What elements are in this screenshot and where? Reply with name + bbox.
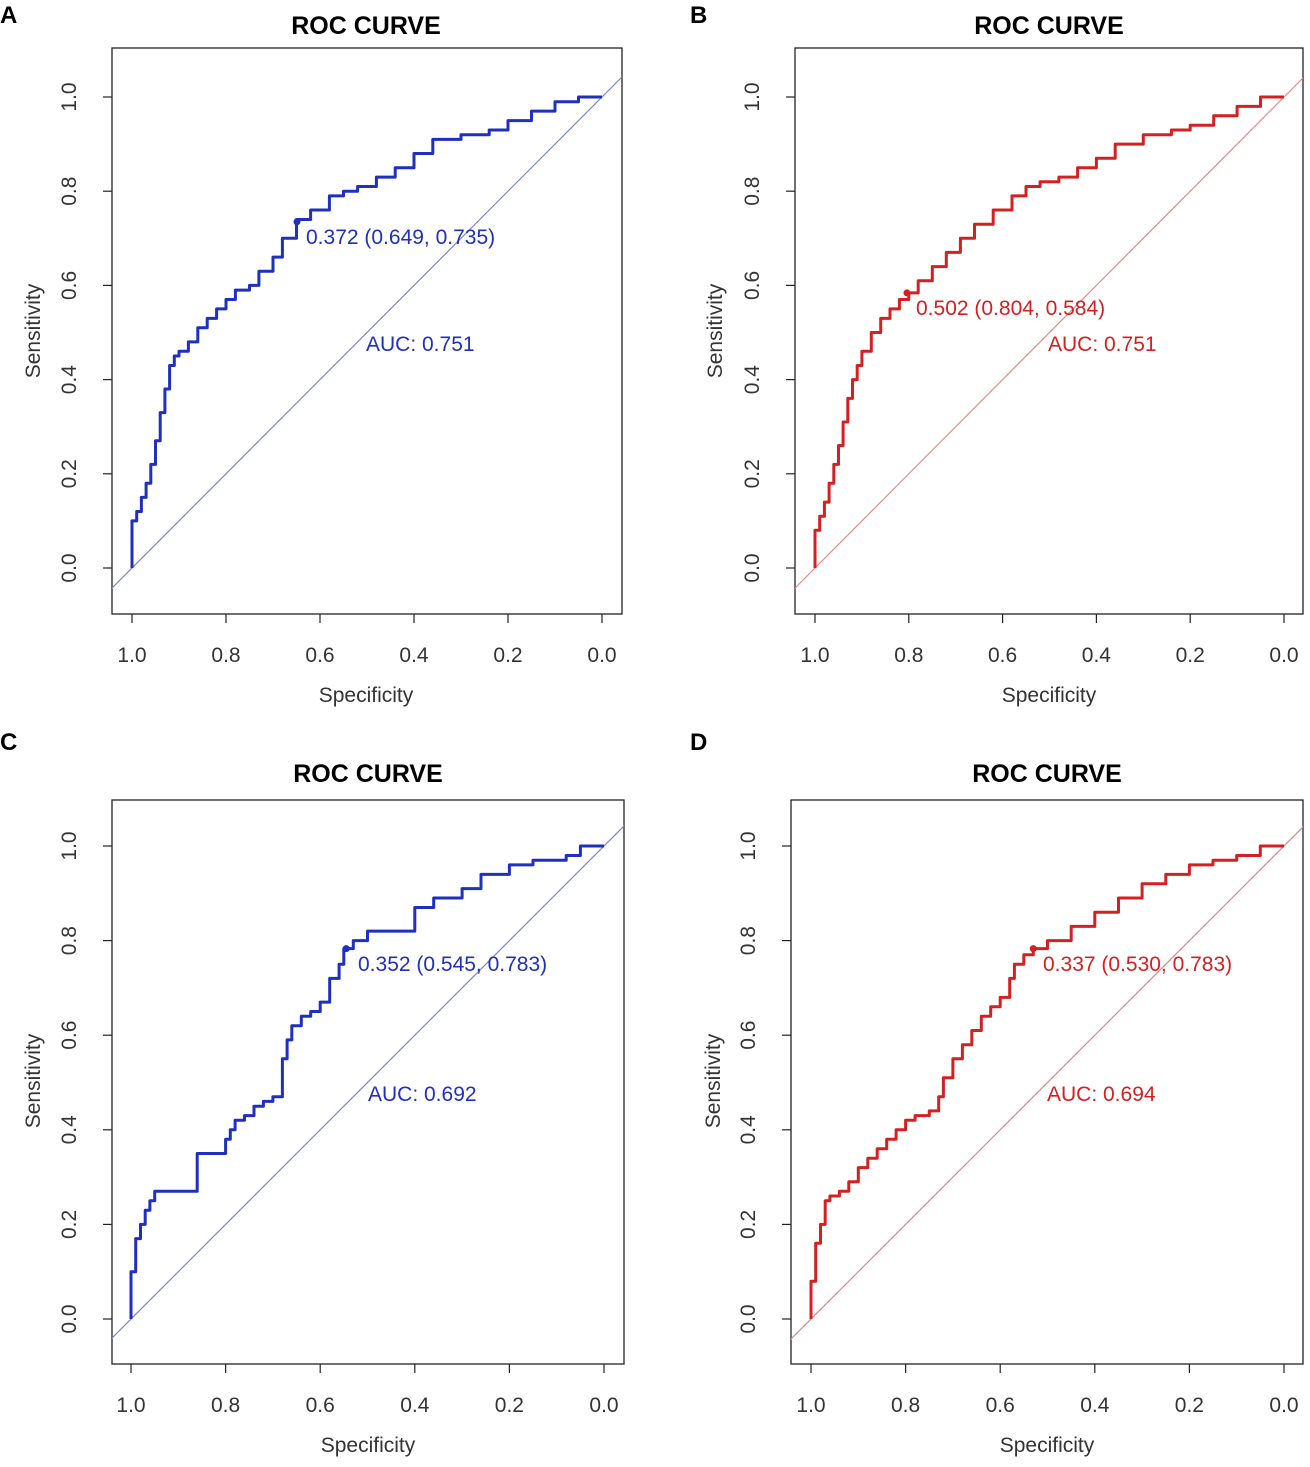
threshold-point	[293, 218, 301, 226]
y-tick-label: 0.4	[58, 365, 81, 395]
y-axis-label: Sensitivity	[22, 1033, 45, 1128]
x-tick-label: 1.0	[800, 644, 829, 667]
y-tick-label: 1.0	[58, 82, 81, 111]
threshold-point	[903, 289, 911, 297]
x-tick-label: 0.4	[1080, 1394, 1110, 1417]
diagonal-reference-line	[795, 77, 1303, 589]
diagonal-reference-line	[112, 825, 624, 1339]
chart-title: ROC CURVE	[974, 12, 1124, 40]
plot-frame	[111, 799, 625, 1365]
chart-title: ROC CURVE	[293, 760, 443, 788]
auc-label: AUC: 0.751	[366, 333, 475, 356]
x-tick-label: 0.2	[493, 644, 522, 667]
panel-letter: B	[690, 2, 707, 29]
y-axis-label: Sensitivity	[704, 283, 727, 378]
y-tick-label: 0.4	[737, 1115, 760, 1145]
plot-frame	[790, 799, 1304, 1365]
y-tick-label: 0.4	[741, 365, 764, 395]
roc-curve-line	[130, 95, 602, 568]
y-tick-label: 1.0	[737, 831, 760, 860]
x-tick-label: 0.8	[211, 1394, 240, 1417]
auc-label: AUC: 0.692	[368, 1083, 477, 1106]
x-tick-label: 0.0	[1269, 644, 1298, 667]
chart-title: ROC CURVE	[291, 12, 441, 40]
y-tick-label: 0.0	[741, 553, 764, 582]
x-tick-label: 0.0	[587, 644, 616, 667]
x-tick-label: 0.6	[305, 644, 334, 667]
panel-D: D ROC CURVE 1.0 0.8 0.6 0.4 0.2 0.0 0.0 0.2 0.4 0.6…	[690, 729, 1304, 1457]
threshold-label: 0.502 (0.804, 0.584)	[916, 297, 1105, 320]
diagonal-reference-line	[791, 826, 1303, 1340]
y-tick-label: 0.2	[741, 459, 764, 488]
plot-frame	[111, 47, 623, 615]
x-tick-label: 0.4	[1082, 644, 1112, 667]
y-tick-label: 0.2	[737, 1210, 760, 1239]
x-tick-label: 0.8	[211, 644, 240, 667]
y-tick-label: 0.6	[737, 1021, 760, 1050]
y-tick-label: 0.8	[737, 926, 760, 955]
x-axis-label: Specificity	[321, 1434, 416, 1457]
auc-label: AUC: 0.751	[1048, 333, 1157, 356]
y-tick-label: 0.6	[58, 271, 81, 300]
roc-curve-line	[809, 844, 1284, 1319]
panel-C: C ROC CURVE 1.0 0.8 0.6 0.4 0.2 0.0 0.0 0.2 0.4 0.6…	[0, 729, 625, 1457]
x-tick-label: 1.0	[116, 1394, 145, 1417]
panel-letter: D	[690, 729, 707, 756]
panel-letter: C	[0, 729, 17, 756]
panel-A: A ROC CURVE 1.0 0.8 0.6 0.4 0.2 0.0 0.0 0.2 0.4 0.6…	[0, 2, 623, 707]
threshold-label: 0.372 (0.649, 0.735)	[306, 226, 495, 249]
x-tick-label: 0.6	[988, 644, 1017, 667]
auc-label: AUC: 0.694	[1047, 1083, 1156, 1106]
x-tick-label: 0.0	[1269, 1394, 1298, 1417]
threshold-point	[1029, 945, 1037, 953]
x-tick-label: 0.2	[1175, 1394, 1204, 1417]
roc-curve-line	[813, 95, 1284, 568]
y-tick-label: 0.8	[58, 926, 81, 955]
x-tick-label: 0.4	[399, 644, 429, 667]
chart-title: ROC CURVE	[972, 760, 1122, 788]
x-tick-label: 0.2	[1176, 644, 1205, 667]
y-tick-label: 0.0	[58, 553, 81, 582]
roc-curve-line	[129, 844, 604, 1319]
threshold-label: 0.352 (0.545, 0.783)	[358, 953, 547, 976]
y-axis-label: Sensitivity	[702, 1033, 725, 1128]
plot-frame	[794, 47, 1304, 615]
x-tick-label: 0.8	[891, 1394, 920, 1417]
diagonal-reference-line	[112, 76, 622, 589]
y-tick-label: 0.2	[58, 459, 81, 488]
x-tick-label: 0.6	[306, 1394, 335, 1417]
panel-B: B ROC CURVE 1.0 0.8 0.6 0.4 0.2 0.0 0.0 0.2 0.4 0.6…	[690, 2, 1304, 707]
x-tick-label: 0.8	[894, 644, 923, 667]
y-tick-label: 1.0	[741, 82, 764, 111]
x-tick-label: 0.0	[589, 1394, 618, 1417]
y-tick-label: 0.8	[58, 177, 81, 206]
y-tick-label: 0.6	[741, 271, 764, 300]
y-tick-label: 0.0	[58, 1304, 81, 1333]
y-tick-label: 0.0	[737, 1304, 760, 1333]
panel-letter: A	[0, 2, 17, 29]
x-tick-label: 1.0	[117, 644, 146, 667]
y-tick-label: 0.6	[58, 1021, 81, 1050]
y-tick-label: 1.0	[58, 831, 81, 860]
x-tick-label: 1.0	[796, 1394, 825, 1417]
x-axis-label: Specificity	[1002, 684, 1097, 707]
y-axis-label: Sensitivity	[22, 283, 45, 378]
threshold-label: 0.337 (0.530, 0.783)	[1043, 953, 1232, 976]
x-tick-label: 0.2	[495, 1394, 524, 1417]
x-tick-label: 0.6	[986, 1394, 1015, 1417]
x-tick-label: 0.4	[400, 1394, 430, 1417]
y-tick-label: 0.8	[741, 177, 764, 206]
y-tick-label: 0.4	[58, 1115, 81, 1145]
x-axis-label: Specificity	[319, 684, 414, 707]
threshold-point	[342, 945, 350, 953]
x-axis-label: Specificity	[1000, 1434, 1095, 1457]
y-tick-label: 0.2	[58, 1210, 81, 1239]
